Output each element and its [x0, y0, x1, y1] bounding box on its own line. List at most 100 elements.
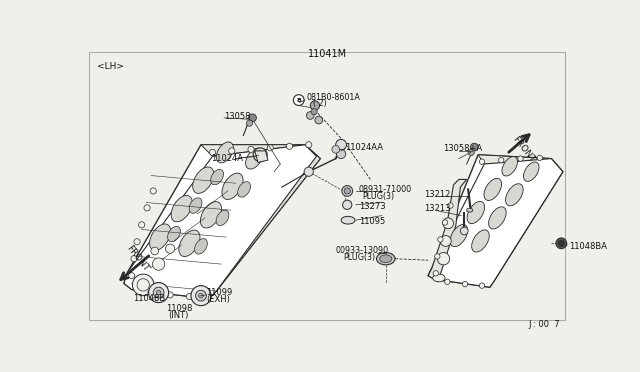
- Text: FRONT: FRONT: [124, 244, 150, 273]
- Text: (EXH): (EXH): [206, 295, 230, 304]
- Circle shape: [443, 218, 454, 229]
- Circle shape: [558, 240, 564, 246]
- Circle shape: [304, 167, 314, 176]
- Circle shape: [307, 112, 314, 119]
- Polygon shape: [428, 179, 467, 282]
- Circle shape: [499, 157, 504, 163]
- Polygon shape: [428, 155, 563, 287]
- Circle shape: [470, 143, 478, 151]
- Circle shape: [144, 205, 150, 211]
- Circle shape: [342, 186, 353, 196]
- Ellipse shape: [506, 184, 523, 206]
- Ellipse shape: [524, 162, 539, 182]
- Circle shape: [344, 188, 350, 194]
- Text: FRONT: FRONT: [511, 134, 537, 164]
- Polygon shape: [124, 145, 320, 299]
- Circle shape: [440, 235, 451, 246]
- Text: 11098: 11098: [166, 304, 193, 313]
- Ellipse shape: [237, 182, 250, 197]
- Circle shape: [435, 254, 440, 259]
- Ellipse shape: [467, 208, 473, 212]
- Text: J : 00  7: J : 00 7: [528, 320, 560, 328]
- Circle shape: [438, 237, 443, 242]
- Text: (INT): (INT): [168, 311, 188, 320]
- Ellipse shape: [222, 173, 243, 199]
- Text: PLUG(3): PLUG(3): [363, 192, 395, 201]
- Circle shape: [150, 188, 156, 194]
- Ellipse shape: [179, 230, 200, 256]
- Circle shape: [267, 145, 273, 151]
- Circle shape: [342, 200, 352, 209]
- Ellipse shape: [380, 255, 392, 263]
- Ellipse shape: [200, 202, 221, 228]
- Circle shape: [148, 283, 168, 302]
- Circle shape: [134, 239, 140, 245]
- Circle shape: [468, 150, 474, 155]
- Circle shape: [315, 116, 323, 124]
- Circle shape: [556, 238, 566, 249]
- Text: 11041M: 11041M: [308, 49, 348, 59]
- Ellipse shape: [467, 201, 484, 224]
- Circle shape: [249, 114, 257, 122]
- Circle shape: [156, 290, 161, 295]
- Polygon shape: [478, 155, 557, 168]
- Text: 13058: 13058: [224, 112, 250, 121]
- Circle shape: [131, 256, 137, 262]
- Circle shape: [293, 95, 304, 106]
- Ellipse shape: [193, 167, 214, 193]
- Text: 11024AA: 11024AA: [345, 142, 383, 151]
- Circle shape: [246, 120, 253, 126]
- Polygon shape: [124, 145, 316, 299]
- Text: <LH>: <LH>: [97, 62, 124, 71]
- Circle shape: [205, 294, 212, 300]
- Ellipse shape: [341, 217, 355, 224]
- Text: 11024A: 11024A: [211, 154, 243, 163]
- Circle shape: [153, 287, 164, 298]
- Circle shape: [537, 155, 543, 161]
- Ellipse shape: [472, 230, 489, 252]
- Circle shape: [253, 148, 267, 162]
- Circle shape: [152, 258, 164, 270]
- Text: B: B: [296, 98, 301, 103]
- Circle shape: [257, 151, 264, 158]
- Circle shape: [148, 289, 154, 296]
- Text: 00933-13090: 00933-13090: [336, 246, 389, 255]
- Text: 11099: 11099: [206, 288, 232, 297]
- Circle shape: [228, 148, 235, 154]
- Circle shape: [167, 292, 173, 298]
- Circle shape: [336, 140, 346, 150]
- Circle shape: [437, 253, 450, 265]
- Circle shape: [479, 283, 484, 288]
- Circle shape: [460, 227, 468, 235]
- Text: 081B0-8601A: 081B0-8601A: [307, 93, 360, 102]
- Circle shape: [311, 109, 317, 115]
- Polygon shape: [201, 145, 316, 156]
- Ellipse shape: [376, 253, 395, 265]
- Text: 13273: 13273: [359, 202, 385, 211]
- Circle shape: [166, 244, 175, 253]
- Circle shape: [462, 281, 468, 287]
- Text: PLUG(3): PLUG(3): [344, 253, 376, 262]
- Text: 13213: 13213: [424, 204, 451, 213]
- Circle shape: [310, 101, 319, 110]
- Circle shape: [139, 222, 145, 228]
- Circle shape: [248, 146, 254, 153]
- Circle shape: [287, 143, 292, 150]
- Text: 13212: 13212: [424, 190, 451, 199]
- Circle shape: [186, 294, 193, 299]
- Circle shape: [479, 159, 484, 164]
- Ellipse shape: [450, 225, 468, 247]
- Ellipse shape: [502, 157, 518, 176]
- Circle shape: [129, 273, 135, 279]
- Circle shape: [151, 247, 159, 255]
- Ellipse shape: [150, 224, 171, 250]
- Circle shape: [518, 156, 523, 161]
- Ellipse shape: [195, 239, 207, 254]
- Circle shape: [132, 274, 154, 296]
- Circle shape: [445, 279, 450, 285]
- Circle shape: [332, 145, 340, 153]
- Text: 13058+A: 13058+A: [444, 144, 483, 153]
- Text: 11048BA: 11048BA: [569, 242, 607, 251]
- Ellipse shape: [216, 210, 229, 226]
- Ellipse shape: [189, 198, 202, 213]
